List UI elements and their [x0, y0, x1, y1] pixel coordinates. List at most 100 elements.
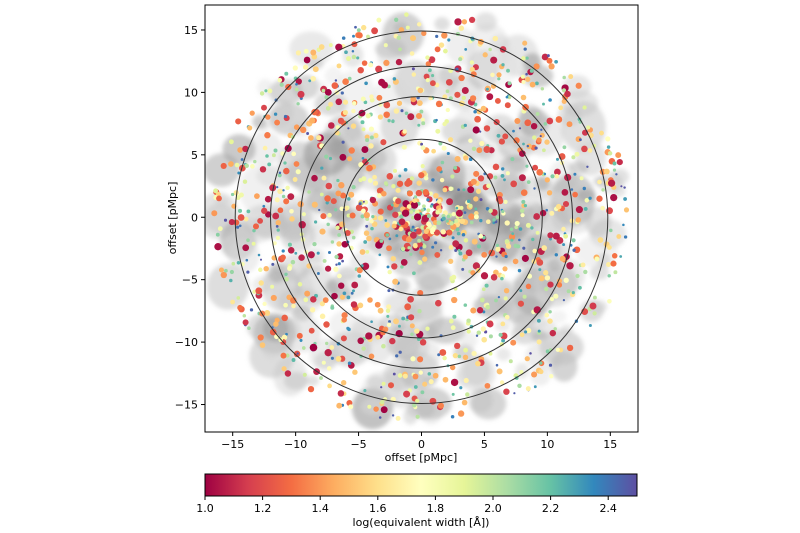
data-point: [284, 276, 289, 282]
data-point: [503, 288, 510, 294]
data-point: [438, 42, 445, 48]
data-point: [592, 295, 597, 300]
data-point: [347, 197, 351, 201]
data-point: [458, 251, 463, 256]
data-point: [520, 213, 525, 218]
data-point: [358, 202, 362, 206]
data-point: [341, 380, 347, 386]
data-point: [449, 318, 454, 324]
data-point: [297, 282, 303, 287]
data-point: [607, 151, 613, 156]
data-point: [257, 253, 261, 257]
data-point: [555, 347, 560, 352]
data-point: [574, 151, 580, 157]
data-point: [575, 206, 583, 214]
data-point: [324, 95, 329, 100]
data-point: [409, 51, 415, 56]
data-point: [605, 136, 611, 142]
data-point: [476, 147, 483, 154]
data-point: [463, 347, 469, 353]
data-point: [539, 134, 542, 138]
data-point: [341, 259, 344, 263]
data-point: [564, 173, 572, 182]
data-point: [335, 356, 342, 362]
colorbar-tick-label: 1.4: [311, 502, 329, 515]
data-point: [476, 307, 484, 314]
data-point: [236, 225, 240, 229]
data-point: [303, 56, 311, 64]
data-point: [410, 201, 419, 209]
data-point: [293, 161, 300, 167]
data-point: [501, 63, 505, 67]
data-point: [547, 318, 553, 324]
data-point: [395, 354, 399, 358]
data-point: [510, 180, 518, 188]
data-point: [461, 19, 468, 25]
data-point: [237, 171, 241, 175]
data-point: [398, 27, 405, 33]
data-point: [540, 128, 543, 131]
x-tick-label: −10: [284, 438, 307, 451]
data-point: [451, 211, 456, 217]
data-point: [274, 197, 280, 203]
data-point: [481, 287, 486, 292]
data-point: [452, 240, 460, 248]
data-point: [473, 170, 480, 177]
data-point: [519, 370, 524, 375]
data-point: [420, 145, 426, 151]
data-point: [463, 123, 467, 128]
data-point: [459, 205, 464, 210]
data-point: [589, 302, 597, 310]
data-point: [344, 50, 348, 55]
data-point: [419, 339, 427, 346]
data-point: [242, 179, 248, 184]
data-point: [441, 32, 448, 39]
y-tick-label: 0: [191, 211, 198, 224]
data-point: [237, 214, 245, 221]
data-point: [446, 151, 450, 156]
data-point: [264, 195, 272, 203]
data-point: [316, 272, 320, 275]
data-point: [428, 191, 433, 196]
data-point: [546, 54, 550, 58]
data-point: [534, 146, 538, 150]
data-point: [319, 313, 326, 320]
data-point: [510, 238, 514, 242]
colorbar-tick-label: 1.2: [254, 502, 272, 515]
data-point: [420, 164, 425, 169]
data-point: [300, 126, 307, 134]
data-point: [335, 225, 340, 230]
data-point: [583, 269, 588, 275]
data-point: [420, 117, 425, 122]
data-point: [373, 132, 379, 139]
data-point: [406, 179, 413, 186]
data-point: [322, 258, 327, 263]
data-point: [281, 249, 285, 253]
data-point: [504, 102, 511, 109]
data-point: [587, 148, 593, 153]
density-blob: [460, 331, 478, 349]
data-point: [514, 220, 520, 226]
data-point: [572, 191, 578, 198]
data-point: [387, 382, 395, 389]
data-point: [548, 98, 552, 102]
data-point: [271, 262, 275, 266]
data-point: [600, 205, 605, 211]
data-point: [421, 30, 427, 36]
data-point: [400, 265, 404, 269]
data-point: [277, 173, 282, 178]
data-point: [543, 172, 547, 176]
colorbar-tick-label: 1.0: [196, 502, 214, 515]
data-point: [526, 144, 530, 148]
data-point: [542, 102, 545, 106]
data-point: [456, 231, 461, 236]
data-point: [492, 35, 499, 42]
data-point: [452, 352, 459, 359]
data-point: [479, 218, 483, 223]
data-point: [502, 266, 508, 272]
data-point: [445, 89, 450, 94]
data-point: [546, 57, 553, 64]
data-point: [544, 275, 551, 281]
data-point: [525, 327, 532, 334]
data-point: [419, 246, 423, 250]
